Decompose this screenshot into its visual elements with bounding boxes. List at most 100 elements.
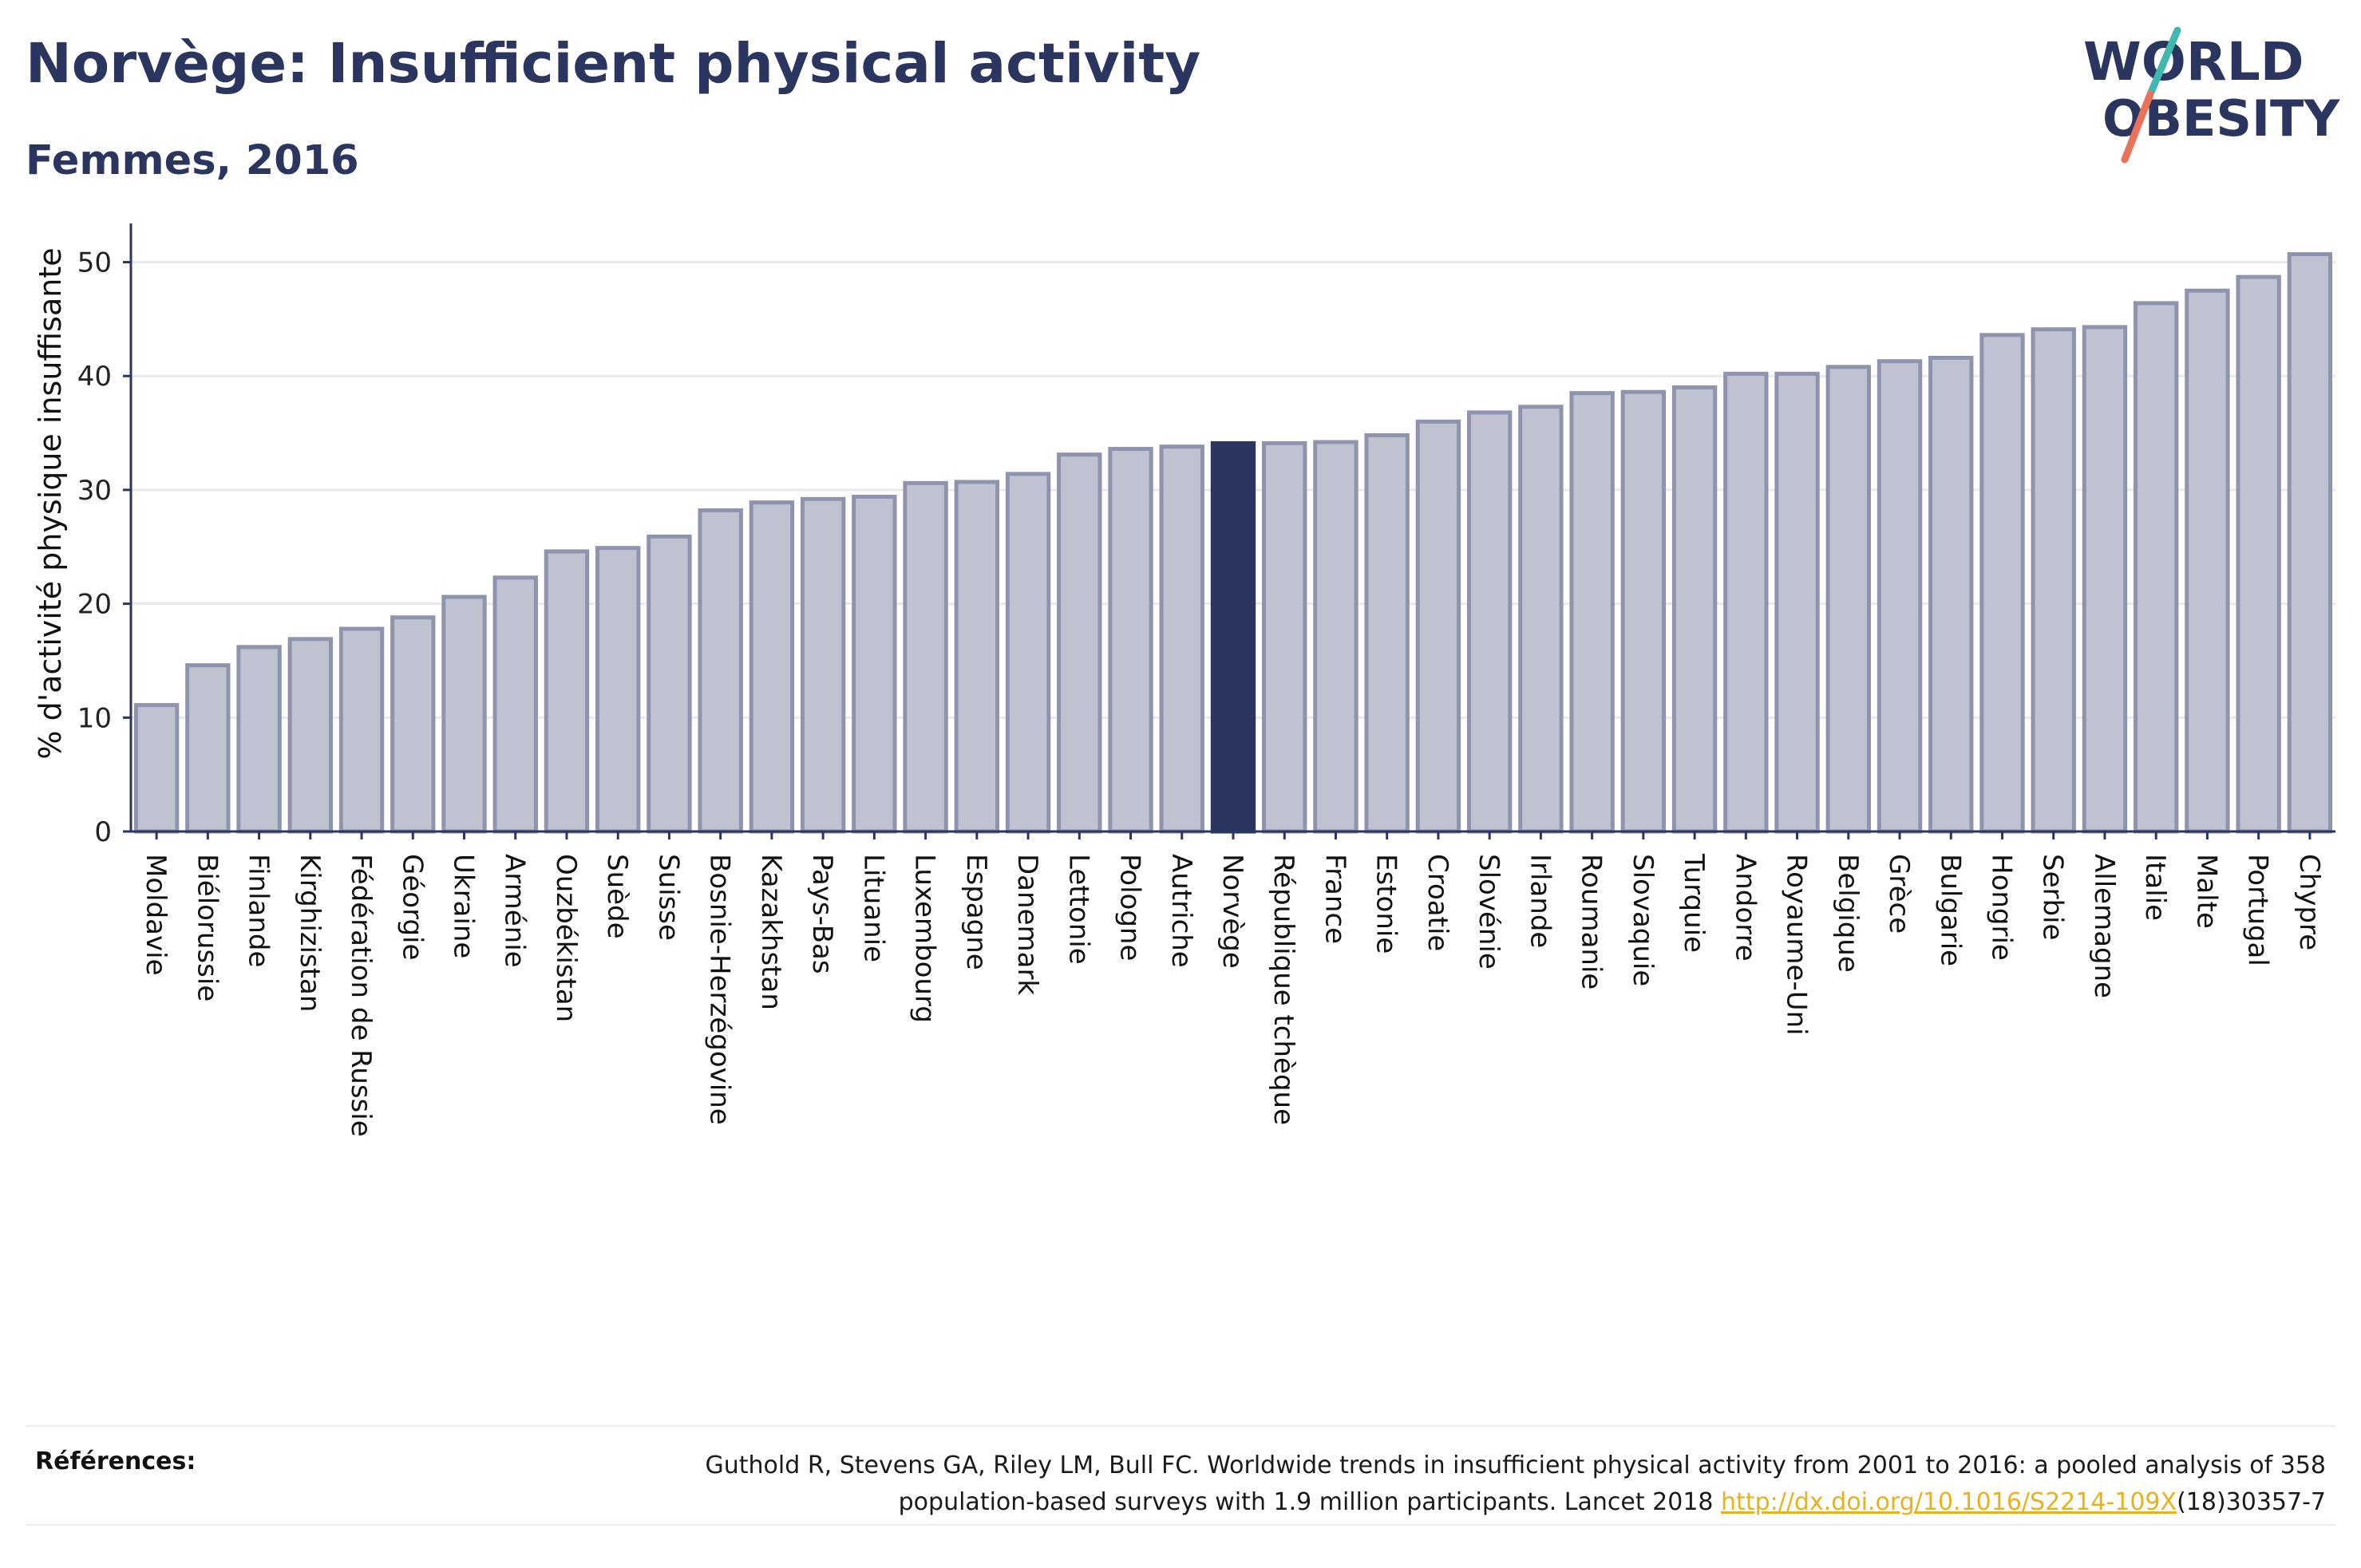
x-tick-label: Italie (2139, 854, 2171, 921)
x-tick-label: Andorre (1729, 854, 1761, 962)
bar (1979, 333, 2025, 834)
x-tick-label: Espagne (960, 854, 992, 970)
y-tick-label: 40 (77, 361, 112, 393)
bars (133, 252, 2333, 834)
bar (1774, 371, 1820, 834)
x-tick-label: Suisse (652, 854, 684, 941)
bar-chart: 0 10 20 30 40 50 % d'activité physique insuffi… (33, 223, 2335, 1137)
refs-divider-top (26, 1425, 2335, 1427)
axes: 0 10 20 30 40 50 % d'activité physique insuffi… (33, 223, 2335, 848)
bar (2185, 288, 2230, 834)
x-tick-label: Grèce (1883, 854, 1915, 934)
references-text: Guthold R, Stevens GA, Riley LM, Bull FC… (490, 1448, 2326, 1521)
x-tick-label: Slovaquie (1627, 854, 1659, 986)
y-axis-label: % d'activité physique insuffisante (33, 247, 68, 759)
bar (1108, 447, 1153, 834)
bar (1877, 359, 1923, 834)
x-tick-label: Turquie (1678, 853, 1710, 953)
bar-highlight (1210, 440, 1256, 834)
bar (1262, 440, 1307, 834)
x-tick-label: Arménie (499, 854, 531, 968)
bar (133, 703, 180, 834)
world-obesity-logo: WORLD OBESITY (2083, 26, 2340, 164)
x-tick-label: Slovénie (1473, 854, 1505, 970)
bar (492, 575, 538, 834)
y-tick-label: 10 (77, 702, 112, 734)
references-text-suffix: (18)30357-7 (2177, 1488, 2326, 1516)
logo-slash-coral (2121, 90, 2154, 164)
bar (595, 546, 641, 834)
y-tick-label: 0 (94, 816, 112, 848)
bar (1159, 444, 1204, 834)
bar (544, 549, 590, 834)
bar (236, 645, 282, 834)
x-tick-label: Allemagne (2088, 854, 2120, 998)
x-tick-label: Hongrie (1985, 854, 2017, 961)
refs-divider-bottom (26, 1524, 2335, 1526)
bar (903, 480, 948, 834)
chart-subtitle: Femmes, 2016 (26, 137, 359, 184)
bar (2133, 301, 2179, 834)
x-tick-label: Autriche (1165, 854, 1197, 968)
x-tick-label: Norvège (1216, 854, 1248, 969)
bar (2287, 252, 2333, 834)
y-tick-label: 20 (77, 589, 112, 621)
x-tick-label: Bosnie-Herzégovine (704, 854, 736, 1125)
references-label: Références: (35, 1448, 196, 1475)
x-tick-label: Lettonie (1062, 854, 1094, 965)
bar (749, 500, 795, 834)
bar (647, 534, 692, 834)
bar (1518, 405, 1564, 834)
y-tick-label: 50 (77, 247, 112, 279)
references-doi-link[interactable]: http://dx.doi.org/10.1016/S2214-109X (1721, 1488, 2177, 1516)
bar (2082, 325, 2128, 834)
bar (698, 508, 743, 834)
bar (2031, 327, 2076, 834)
x-tick-label: Suède (601, 854, 633, 939)
bar (287, 637, 334, 834)
bar (185, 663, 231, 834)
x-tick-label: Ouzbékistan (550, 854, 582, 1022)
x-tick-label: France (1319, 854, 1351, 944)
x-tick-label: Estonie (1370, 854, 1402, 954)
category-labels: Moldavie Biélorussie Finlande Kirghizistan F… (140, 853, 2325, 1137)
bar (1313, 440, 1358, 834)
x-tick-label: Ukraine (448, 854, 480, 958)
bar (1671, 385, 1718, 834)
x-tick-label: Biélorussie (191, 854, 223, 1001)
bar (1620, 389, 1667, 834)
y-tick-label: 30 (77, 475, 112, 507)
x-tick-label: Fédération de Russie (345, 854, 377, 1137)
bar (2236, 274, 2281, 834)
references-text-line1: Guthold R, Stevens GA, Riley LM, Bull FC… (705, 1451, 2326, 1479)
bar (1466, 410, 1513, 834)
bar (1057, 452, 1102, 834)
x-tick-label: Bulgarie (1934, 854, 1966, 966)
x-tick-label: Irlande (1524, 854, 1556, 948)
bar (390, 615, 436, 834)
bar (954, 480, 1000, 834)
x-tick-label: Portugal (2242, 854, 2274, 966)
x-tick-label: Kirghizistan (294, 854, 326, 1012)
x-tick-label: Croatie (1422, 854, 1453, 951)
bar (338, 626, 385, 834)
bar (1364, 432, 1410, 834)
bar (800, 496, 846, 834)
references-text-line2: population-based surveys with 1.9 millio… (898, 1488, 1722, 1516)
chart-title: Norvège: Insufficient physical activity (26, 32, 1201, 96)
x-tick-label: Chypre (2293, 854, 2325, 950)
bar (1723, 371, 1769, 834)
bar (1928, 355, 1974, 834)
bar (1005, 472, 1051, 834)
x-tick-label: République tchèque (1268, 854, 1299, 1125)
x-tick-label: Pays-Bas (806, 854, 838, 974)
x-tick-label: Danemark (1011, 854, 1043, 995)
x-tick-label: Finlande (243, 854, 275, 967)
x-tick-label: Malte (2190, 854, 2222, 929)
x-tick-label: Serbie (2037, 854, 2069, 940)
x-tick-label: Moldavie (140, 854, 172, 976)
bar (1569, 391, 1615, 834)
bar (1825, 365, 1871, 834)
x-tick-label: Géorgie (396, 854, 428, 960)
bar (1415, 419, 1461, 834)
